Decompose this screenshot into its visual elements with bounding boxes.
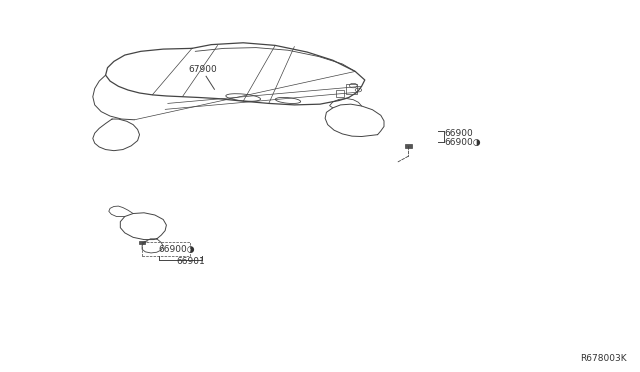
Text: 66900◑: 66900◑ xyxy=(445,138,481,147)
Bar xyxy=(346,84,357,94)
Text: R678003K: R678003K xyxy=(580,354,627,363)
Bar xyxy=(405,144,412,148)
Bar xyxy=(139,241,145,244)
Bar xyxy=(142,242,190,256)
Text: 66901: 66901 xyxy=(176,257,205,266)
Text: 66900: 66900 xyxy=(445,129,474,138)
Text: 66900◑: 66900◑ xyxy=(159,246,195,254)
Text: 67900: 67900 xyxy=(189,65,218,74)
Bar xyxy=(336,90,344,97)
